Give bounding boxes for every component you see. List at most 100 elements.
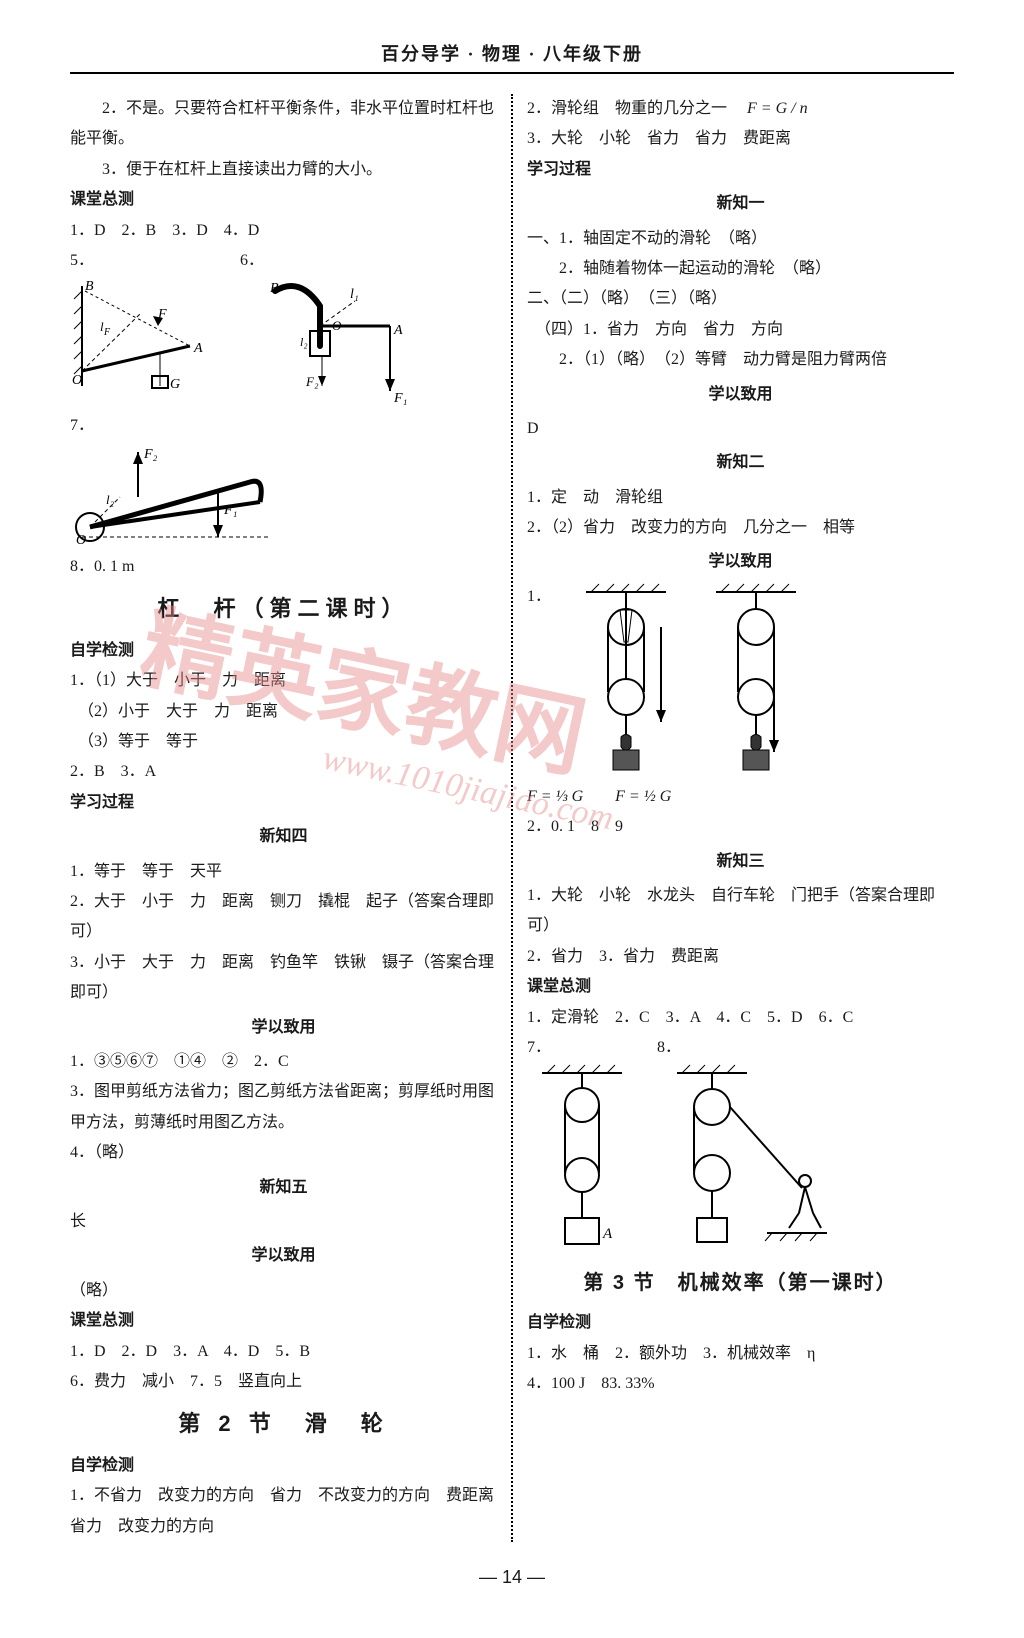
left-xuexi-title: 学习过程	[70, 788, 497, 818]
title-section-3-jixiexiaolv: 第 3 节 机械效率（第一课时）	[527, 1264, 954, 1302]
svg-text:l₁: l₁	[350, 287, 359, 302]
title-section-2-hualun: 第 2 节 滑 轮	[70, 1403, 497, 1445]
xyzy-4: 4．（略）	[70, 1138, 497, 1168]
svg-text:O: O	[76, 533, 86, 548]
page-header: 百分导学 · 物理 · 八年级下册	[70, 40, 954, 74]
xz1-5: 2．（1）（略） （2）等臂 动力臂是阻力臂两倍	[527, 345, 954, 375]
xyzy2-skip: （略）	[70, 1276, 497, 1306]
xinzhi-2-heading: 新知二	[527, 448, 954, 478]
kt2-1: 1．D 2．D 3．A 4．D 5．B	[70, 1337, 497, 1367]
xyzy-1: 1．③⑤⑥⑦ ①④ ② 2．C	[70, 1047, 497, 1077]
right-zx-1: 1．水 桶 2．额外功 3．机械效率 η	[527, 1339, 954, 1369]
svg-text:F₂: F₂	[305, 374, 319, 389]
svg-text:l₂: l₂	[106, 492, 115, 507]
formula-half-g: F = ½ G	[615, 788, 671, 805]
xz1-1: 一、1．轴固定不动的滑轮 （略）	[527, 224, 954, 254]
xyzy-d: D	[527, 414, 954, 444]
xz1-2: 2．轴随着物体一起运动的滑轮 （略）	[527, 254, 954, 284]
pulley-diagram-7-icon: A	[527, 1063, 637, 1258]
two-column-layout: 2．不是。只要符合杠杆平衡条件，非水平位置时杠杆也能平衡。 3．便于在杠杆上直接…	[70, 94, 954, 1542]
svg-text:F: F	[103, 327, 111, 338]
label-7: 7．	[70, 417, 94, 434]
svg-text:F₁: F₁	[223, 503, 237, 518]
pulley-diagrams-7-8: 7． A 8．	[527, 1033, 954, 1258]
xinzhi-5-heading: 新知五	[70, 1173, 497, 1203]
pulley-diagram-8-icon	[657, 1063, 827, 1258]
xz4-2: 2．大于 小于 力 距离 铡刀 撬棍 起子（答案合理即可）	[70, 887, 497, 948]
title-ganggan-2: 杠 杆（第二课时）	[70, 588, 497, 630]
xinzhi-3-heading: 新知三	[527, 847, 954, 877]
xyzy-3: 3．图甲剪纸方法省力；图乙剪纸方法省距离；剪厚纸时用图甲方法，剪薄纸时用图乙方法…	[70, 1077, 497, 1138]
xinzhi-1-heading: 新知一	[527, 189, 954, 219]
left-column: 2．不是。只要符合杠杆平衡条件，非水平位置时杠杆也能平衡。 3．便于在杠杆上直接…	[70, 94, 511, 1542]
svg-text:F: F	[157, 307, 167, 322]
label-6: 6．	[240, 252, 264, 269]
label-q8: 8．	[657, 1039, 681, 1056]
right-zixue-title: 自学检测	[527, 1308, 954, 1338]
pulley-formulas: F = ⅓ G F = ½ G	[527, 782, 954, 812]
svg-text:G: G	[170, 377, 180, 392]
svg-text:A: A	[393, 323, 403, 338]
svg-text:O: O	[332, 318, 342, 333]
right-p2-text: 2．滑轮组 物重的几分之一	[527, 100, 743, 117]
left-section-ketang: 课堂总测	[70, 185, 497, 215]
xz2-1: 1．定 动 滑轮组	[527, 483, 954, 513]
xz5-long: 长	[70, 1207, 497, 1237]
pulley-diagram-b-icon	[701, 582, 811, 782]
left-zx-2: 2．B 3．A	[70, 757, 497, 787]
left-zixue2-title: 自学检测	[70, 1451, 497, 1481]
left-kt-8: 8．0. 1 m	[70, 552, 497, 582]
right-xyzy-2: 学以致用	[527, 547, 954, 577]
pulley-diagrams-row: 1．	[527, 582, 954, 782]
left-p3: 3．便于在杠杆上直接读出力臂的大小。	[70, 155, 497, 185]
label-q7: 7．	[527, 1039, 551, 1056]
svg-text:F₂: F₂	[143, 447, 158, 462]
right-xuexi-title: 学习过程	[527, 155, 954, 185]
xinzhi-4-heading: 新知四	[70, 822, 497, 852]
svg-text:A: A	[602, 1226, 613, 1242]
left-zx-1b: （2）小于 大于 力 距离	[70, 697, 497, 727]
xz4-1: 1．等于 等于 天平	[70, 857, 497, 887]
svg-text:B: B	[270, 281, 279, 296]
formula-third-g: F = ⅓ G	[527, 788, 583, 805]
left-ketang2-title: 课堂总测	[70, 1306, 497, 1336]
right-kt-1: 1．定滑轮 2．C 3．A 4．C 5．D 6．C	[527, 1003, 954, 1033]
right-xyzy-1: 学以致用	[527, 380, 954, 410]
pulley-diagram-a-icon	[571, 582, 681, 782]
right-p3: 3．大轮 小轮 省力 省力 费距离	[527, 124, 954, 154]
label-5: 5．	[70, 252, 94, 269]
svg-text:F₁: F₁	[393, 391, 407, 406]
xueyizhiyong-1: 学以致用	[70, 1013, 497, 1043]
xueyizhiyong-2: 学以致用	[70, 1241, 497, 1271]
right-p2: 2．滑轮组 物重的几分之一 F = G / n	[527, 94, 954, 124]
page-number: — 14 —	[70, 1567, 954, 1588]
svg-text:A: A	[193, 341, 203, 356]
diagram-7-row: 7． F₂ F₁ l₂ O	[70, 411, 497, 551]
svg-text:l₂: l₂	[300, 335, 308, 349]
xz1-4: （四）1．省力 方向 省力 方向	[527, 315, 954, 345]
lever-diagram-6-icon: B l₁ O A F₁ F₂ l₂	[240, 276, 410, 411]
left-zx-1c: （3）等于 等于	[70, 727, 497, 757]
left-kt-answers-1to4: 1．D 2．B 3．D 4．D	[70, 216, 497, 246]
formula-F-G-n: F = G / n	[747, 100, 808, 117]
left-zx-1a: 1．（1）大于 小于 力 距离	[70, 666, 497, 696]
diagrams-5-6: 5． B F A O	[70, 246, 497, 411]
xz2-q2: 2．0. 1 8 9	[527, 812, 954, 842]
right-zx-4: 4．100 J 83. 33%	[527, 1369, 954, 1399]
right-column: 2．滑轮组 物重的几分之一 F = G / n 3．大轮 小轮 省力 省力 费距…	[513, 94, 954, 1542]
xz3-1: 1．大轮 小轮 水龙头 自行车轮 门把手（答案合理即可）	[527, 881, 954, 942]
xz2-2: 2．（2）省力 改变力的方向 几分之一 相等	[527, 513, 954, 543]
svg-text:O: O	[72, 373, 82, 388]
stapler-diagram-7-icon: F₂ F₁ l₂ O	[70, 442, 280, 552]
left-zx2-1: 1．不省力 改变力的方向 省力 不改变力的方向 费距离 省力 改变力的方向	[70, 1481, 497, 1542]
lever-diagram-5-icon: B F A O G l F	[70, 276, 220, 396]
pulley-label-1: 1．	[527, 582, 551, 612]
right-ketang-title: 课堂总测	[527, 972, 954, 1002]
left-zixue-title: 自学检测	[70, 636, 497, 666]
svg-text:B: B	[85, 279, 94, 294]
xz3-2: 2．省力 3．省力 费距离	[527, 942, 954, 972]
left-p2: 2．不是。只要符合杠杆平衡条件，非水平位置时杠杆也能平衡。	[70, 94, 497, 155]
xz4-3: 3．小于 大于 力 距离 钓鱼竿 铁锹 镊子（答案合理即可）	[70, 948, 497, 1009]
xz1-3: 二、（二）（略） （三）（略）	[527, 284, 954, 314]
kt2-6: 6．费力 减小 7．5 竖直向上	[70, 1367, 497, 1397]
